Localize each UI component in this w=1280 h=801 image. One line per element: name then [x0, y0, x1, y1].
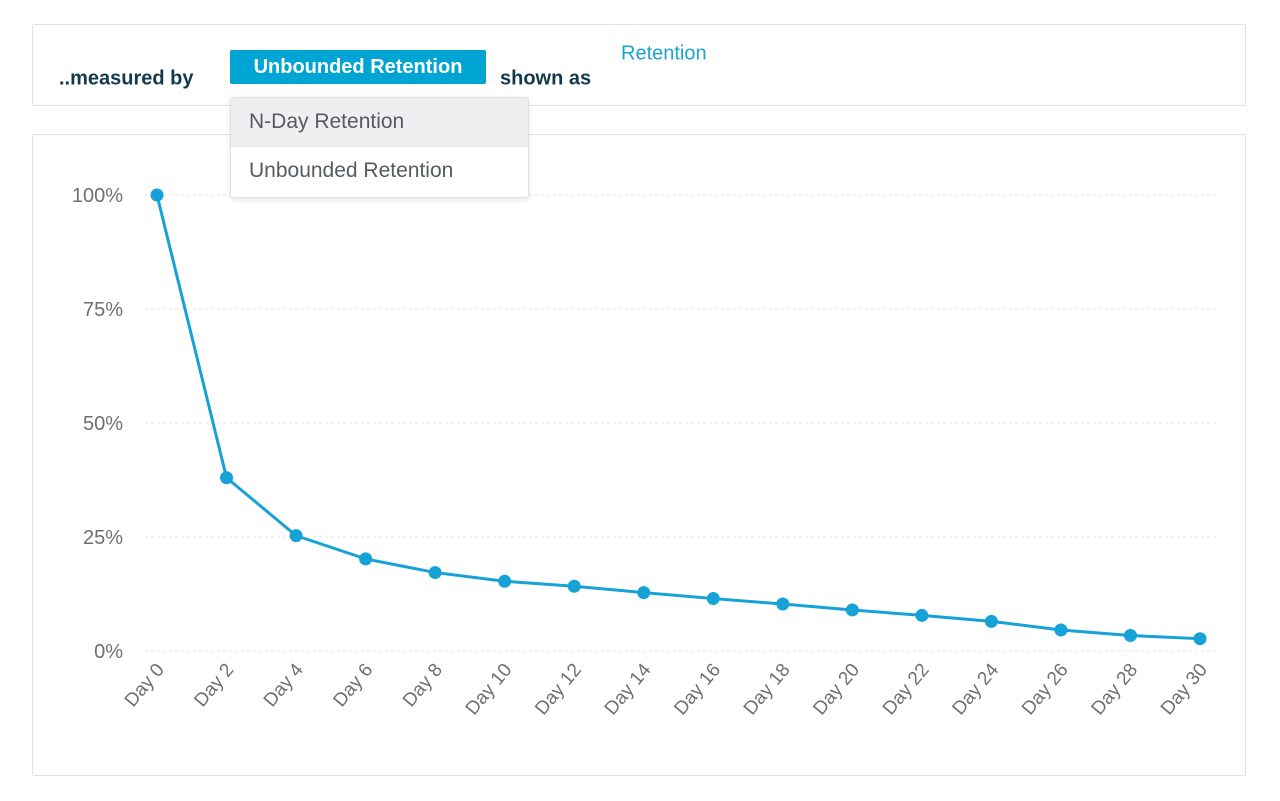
- x-tick-label: Day 10: [462, 660, 517, 720]
- data-point[interactable]: [706, 592, 720, 606]
- x-tick-label: Day 26: [1018, 660, 1073, 720]
- data-points: [150, 188, 1207, 646]
- shown-as-label: shown as: [500, 67, 592, 90]
- y-tick-label: 25%: [83, 527, 123, 549]
- data-point[interactable]: [984, 614, 998, 628]
- data-point[interactable]: [498, 574, 512, 588]
- data-point[interactable]: [915, 608, 929, 622]
- y-tick-label: 100%: [72, 185, 123, 207]
- x-tick-label: Day 12: [531, 660, 586, 720]
- x-tick-label: Day 16: [670, 660, 725, 720]
- data-point[interactable]: [1193, 632, 1207, 646]
- data-point[interactable]: [289, 529, 303, 543]
- measured-by-label: ..measured by: [59, 67, 194, 90]
- x-tick-label: Day 4: [260, 659, 308, 711]
- x-tick-label: Day 0: [121, 660, 169, 712]
- x-tick-label: Day 14: [601, 659, 656, 719]
- data-point[interactable]: [150, 188, 164, 202]
- x-tick-label: Day 6: [329, 660, 377, 712]
- chart-card: [32, 134, 1246, 776]
- x-tick-label: Day 8: [399, 660, 447, 712]
- y-tick-label: 0%: [94, 641, 123, 663]
- data-point[interactable]: [1123, 628, 1137, 642]
- grid-lines: [145, 194, 1218, 652]
- data-point[interactable]: [567, 579, 581, 593]
- y-tick-label: 50%: [83, 413, 123, 435]
- x-tick-label: Day 30: [1157, 660, 1212, 720]
- data-point[interactable]: [359, 552, 373, 566]
- data-point[interactable]: [1054, 623, 1068, 637]
- x-tick-label: Day 20: [809, 660, 864, 720]
- x-axis: Day 0 Day 2 Day 4 Day 6 Day 8 Day 10 Day 12 Day…: [121, 659, 1212, 719]
- option-n-day-retention[interactable]: N-Day Retention: [231, 98, 528, 146]
- y-axis: 0% 25% 50% 75% 100%: [72, 185, 123, 663]
- data-point[interactable]: [637, 586, 651, 600]
- data-point[interactable]: [220, 471, 234, 485]
- retention-line: [155, 194, 1201, 641]
- measure-dropdown: N-Day Retention Unbounded Retention: [230, 97, 529, 198]
- measure-selector-button[interactable]: Unbounded Retention: [230, 50, 486, 84]
- data-point[interactable]: [776, 597, 790, 611]
- x-tick-label: Day 2: [190, 660, 238, 712]
- y-tick-label: 75%: [83, 299, 123, 321]
- data-point[interactable]: [428, 566, 442, 580]
- x-tick-label: Day 28: [1088, 660, 1143, 720]
- option-unbounded-retention[interactable]: Unbounded Retention: [231, 146, 528, 195]
- x-tick-label: Day 24: [948, 659, 1003, 719]
- x-tick-label: Day 22: [879, 660, 934, 720]
- x-tick-label: Day 18: [740, 660, 795, 720]
- shown-as-selector[interactable]: Retention: [621, 42, 707, 65]
- data-point[interactable]: [845, 603, 859, 617]
